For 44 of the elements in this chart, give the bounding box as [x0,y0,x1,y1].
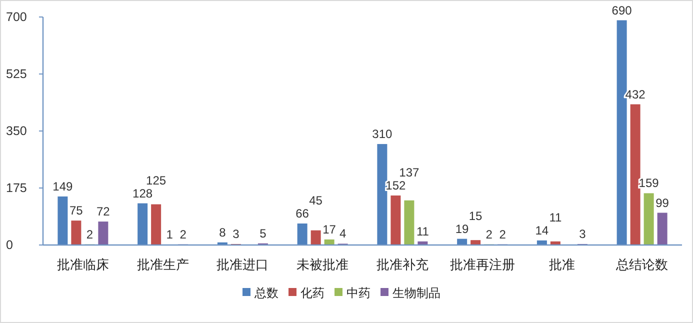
data-label: 72 [96,204,110,219]
data-label: 5 [260,226,267,240]
data-label: 17 [322,222,336,236]
data-label: 14 [535,223,549,238]
y-tick-label: 175 [6,181,27,195]
data-label: 137 [399,165,420,180]
data-label: 15 [468,208,483,223]
x-tick-label: 批准补充 [376,257,428,272]
data-label: 149 [52,179,74,194]
x-tick-label: 批准进口 [216,257,269,272]
data-label: 2 [86,227,94,242]
data-label: 2 [486,227,493,242]
data-label: 128 [132,186,153,200]
data-label: 4 [339,226,346,241]
data-label: 125 [146,173,166,188]
data-label: 2 [180,227,187,242]
data-label: 66 [296,206,310,221]
y-tick-label: 0 [6,238,13,252]
legend-label: 化药 [300,286,324,300]
x-tick-label: 批准生产 [136,257,189,272]
data-label: 310 [372,127,393,142]
data-label: 1 [166,228,174,242]
x-tick-label: 批准再注册 [450,257,515,272]
legend-label: 总数 [254,286,278,300]
data-label: 11 [416,224,430,238]
y-tick-label: 700 [6,10,27,24]
y-tick-label: 350 [6,124,27,138]
y-tick-label: 525 [6,67,27,81]
legend-label: 中药 [346,286,370,300]
data-label: 2 [499,227,506,242]
x-tick-label: 总结论数 [615,257,668,272]
data-label: 3 [232,227,240,242]
data-label: 8 [219,225,226,240]
data-label: 19 [455,222,470,236]
legend-label: 生物制品 [392,286,440,300]
data-label: 11 [549,210,562,224]
data-label: 3 [579,227,586,242]
data-label: 45 [309,194,323,208]
data-label: 690 [612,3,632,18]
data-label: 99 [656,196,670,210]
x-tick-label: 未被批准 [296,257,349,272]
data-label: 75 [70,204,84,218]
x-tick-label: 批准 [549,257,576,272]
x-tick-label: 批准临床 [56,257,109,272]
